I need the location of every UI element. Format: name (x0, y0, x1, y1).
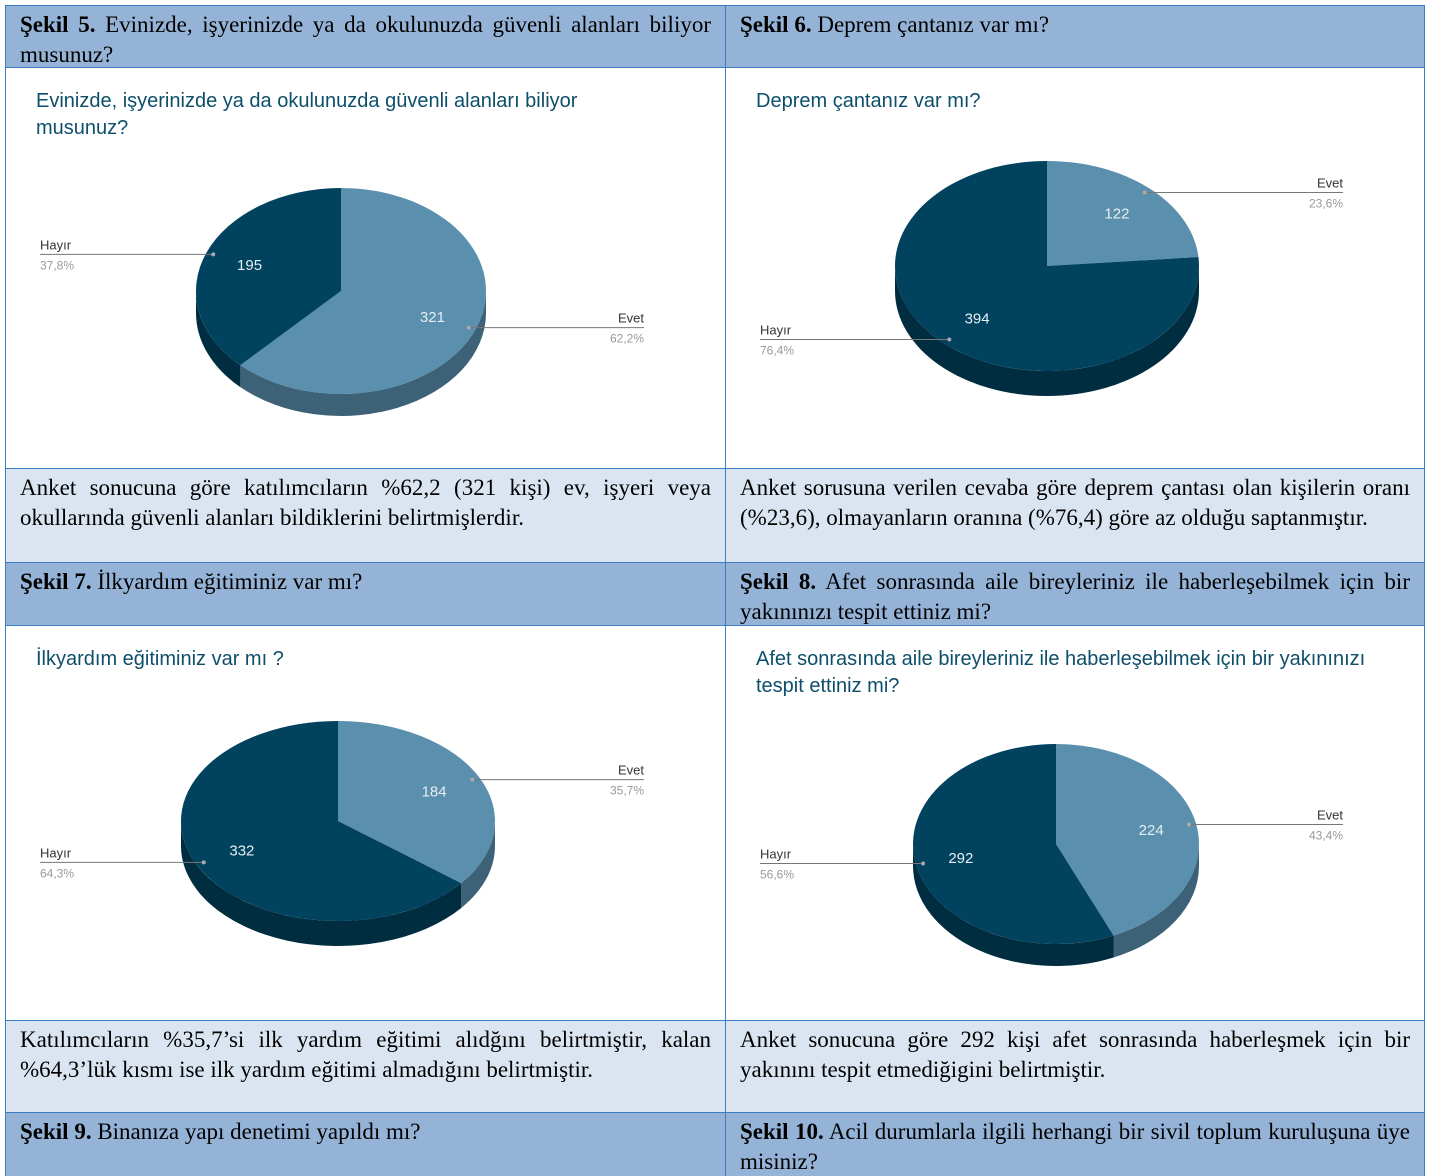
chart-title: Deprem çantanız var mı? (756, 90, 981, 112)
figure-label: Şekil 8. (740, 569, 817, 594)
percent-label: 37,8% (40, 258, 74, 272)
pie-chart: 224 Evet 43,4% 292 Hayır 56,6% (760, 744, 1343, 966)
category-label: Evet (618, 311, 644, 326)
description-text: Katılımcıların %35,7’si ilk yardım eğiti… (20, 1027, 711, 1082)
figure-caption: İlkyardım eğitiminiz var mı? (97, 569, 363, 594)
pie-slice (180, 721, 462, 921)
percent-label: 43,4% (1309, 828, 1343, 842)
pie-slice (240, 188, 486, 394)
pie-slice (195, 188, 341, 366)
pie-side (913, 844, 1114, 966)
value-label: 292 (948, 850, 973, 867)
percent-label: 64,3% (40, 866, 74, 880)
figure-header: Şekil 9. Binanıza yapı denetimi yapıldı … (5, 1112, 726, 1176)
pie-slice (1056, 744, 1199, 936)
value-label: 332 (229, 843, 254, 860)
category-label: Evet (618, 763, 644, 778)
category-label: Evet (1317, 807, 1343, 822)
figure-caption: Deprem çantanız var mı? (817, 12, 1050, 37)
pie-side (196, 291, 241, 388)
pie-side (895, 266, 1199, 396)
figure-label: Şekil 6. (740, 12, 812, 37)
chart-cell: Afet sonrasında aile bireyleriniz ile ha… (725, 625, 1425, 1021)
leader-dot (1142, 190, 1147, 195)
percent-label: 62,2% (610, 332, 644, 346)
pie-slice (895, 161, 1199, 372)
figure-caption: Acil durumlarla ilgili herhangi bir sivi… (740, 1119, 1410, 1174)
percent-label: 76,4% (760, 343, 794, 357)
figure-caption: Evinizde, işyerinizde ya da okulunuzda g… (20, 12, 711, 67)
leader-dot (201, 860, 206, 865)
percent-label: 56,6% (760, 868, 794, 882)
figure-caption: Binanıza yapı denetimi yapıldı mı? (97, 1119, 421, 1144)
chart-title: İlkyardım eğitiminiz var mı ? (36, 648, 284, 670)
figure-header: Şekil 7. İlkyardım eğitiminiz var mı? (5, 562, 726, 626)
leader-dot (466, 325, 471, 330)
figure-label: Şekil 5. (20, 12, 96, 37)
category-label: Hayır (760, 847, 792, 862)
value-label: 321 (420, 309, 445, 326)
value-label: 122 (1104, 205, 1129, 222)
leader-dot (1186, 822, 1191, 827)
pie-side (240, 291, 486, 416)
pie-chart: 321 Evet 62,2% 195 Hayır 37,8% (40, 188, 644, 416)
figure-caption: Afet sonrasında aile bireyleriniz ile ha… (740, 569, 1410, 624)
pie-side (180, 821, 462, 946)
value-label: 195 (237, 257, 262, 274)
description-text: Anket sonucuna göre katılımcıların %62,2… (20, 475, 711, 530)
pie-slice (913, 744, 1114, 944)
description-text: Anket sonucuna göre 292 kişi afet sonras… (740, 1027, 1410, 1082)
figure-label: Şekil 9. (20, 1119, 92, 1144)
percent-label: 23,6% (1309, 197, 1343, 211)
figure-header: Şekil 6. Deprem çantanız var mı? (725, 5, 1425, 68)
pie-slice (1047, 161, 1199, 266)
figure-header: Şekil 10. Acil durumlarla ilgili herhang… (725, 1112, 1425, 1176)
category-label: Evet (1317, 176, 1343, 191)
category-label: Hayır (760, 322, 792, 337)
pie-chart: 122 Evet 23,6% 394 Hayır 76,4% (760, 161, 1343, 396)
chart-cell: İlkyardım eğitiminiz var mı ? 184 Evet 35,7… (5, 625, 726, 1021)
chart-title: Evinizde, işyerinizde ya da okulunuzda g… (36, 90, 578, 139)
figure-label: Şekil 10. (740, 1119, 824, 1144)
figure-description: Anket sonucuna göre 292 kişi afet sonras… (725, 1020, 1425, 1113)
figure-header: Şekil 5. Evinizde, işyerinizde ya da oku… (5, 5, 726, 68)
leader-dot (470, 777, 475, 782)
description-text: Anket sorusuna verilen cevaba göre depre… (740, 475, 1410, 530)
chart-cell: Evinizde, işyerinizde ya da okulunuzda g… (5, 67, 726, 469)
value-label: 184 (422, 783, 447, 800)
category-label: Hayır (40, 237, 72, 252)
figure-description: Anket sorusuna verilen cevaba göre depre… (725, 468, 1425, 563)
chart-cell: Deprem çantanız var mı? 122 Evet 23,6% 394 Ha… (725, 67, 1425, 469)
leader-dot (921, 861, 926, 866)
pie-side (1113, 844, 1199, 958)
pie-slice (338, 721, 495, 884)
category-label: Hayır (40, 845, 72, 860)
leader-dot (211, 252, 216, 257)
percent-label: 35,7% (610, 784, 644, 798)
leader-dot (947, 337, 952, 342)
figure-description: Katılımcıların %35,7’si ilk yardım eğiti… (5, 1020, 726, 1113)
pie-chart: 184 Evet 35,7% 332 Hayır 64,3% (40, 721, 644, 946)
pie-side (461, 821, 495, 909)
figure-label: Şekil 7. (20, 569, 92, 594)
value-label: 224 (1139, 822, 1164, 839)
value-label: 394 (965, 311, 990, 328)
figure-header: Şekil 8. Afet sonrasında aile bireylerin… (725, 562, 1425, 626)
figure-description: Anket sonucuna göre katılımcıların %62,2… (5, 468, 726, 563)
chart-title: Afet sonrasında aile bireyleriniz ile ha… (756, 648, 1366, 697)
